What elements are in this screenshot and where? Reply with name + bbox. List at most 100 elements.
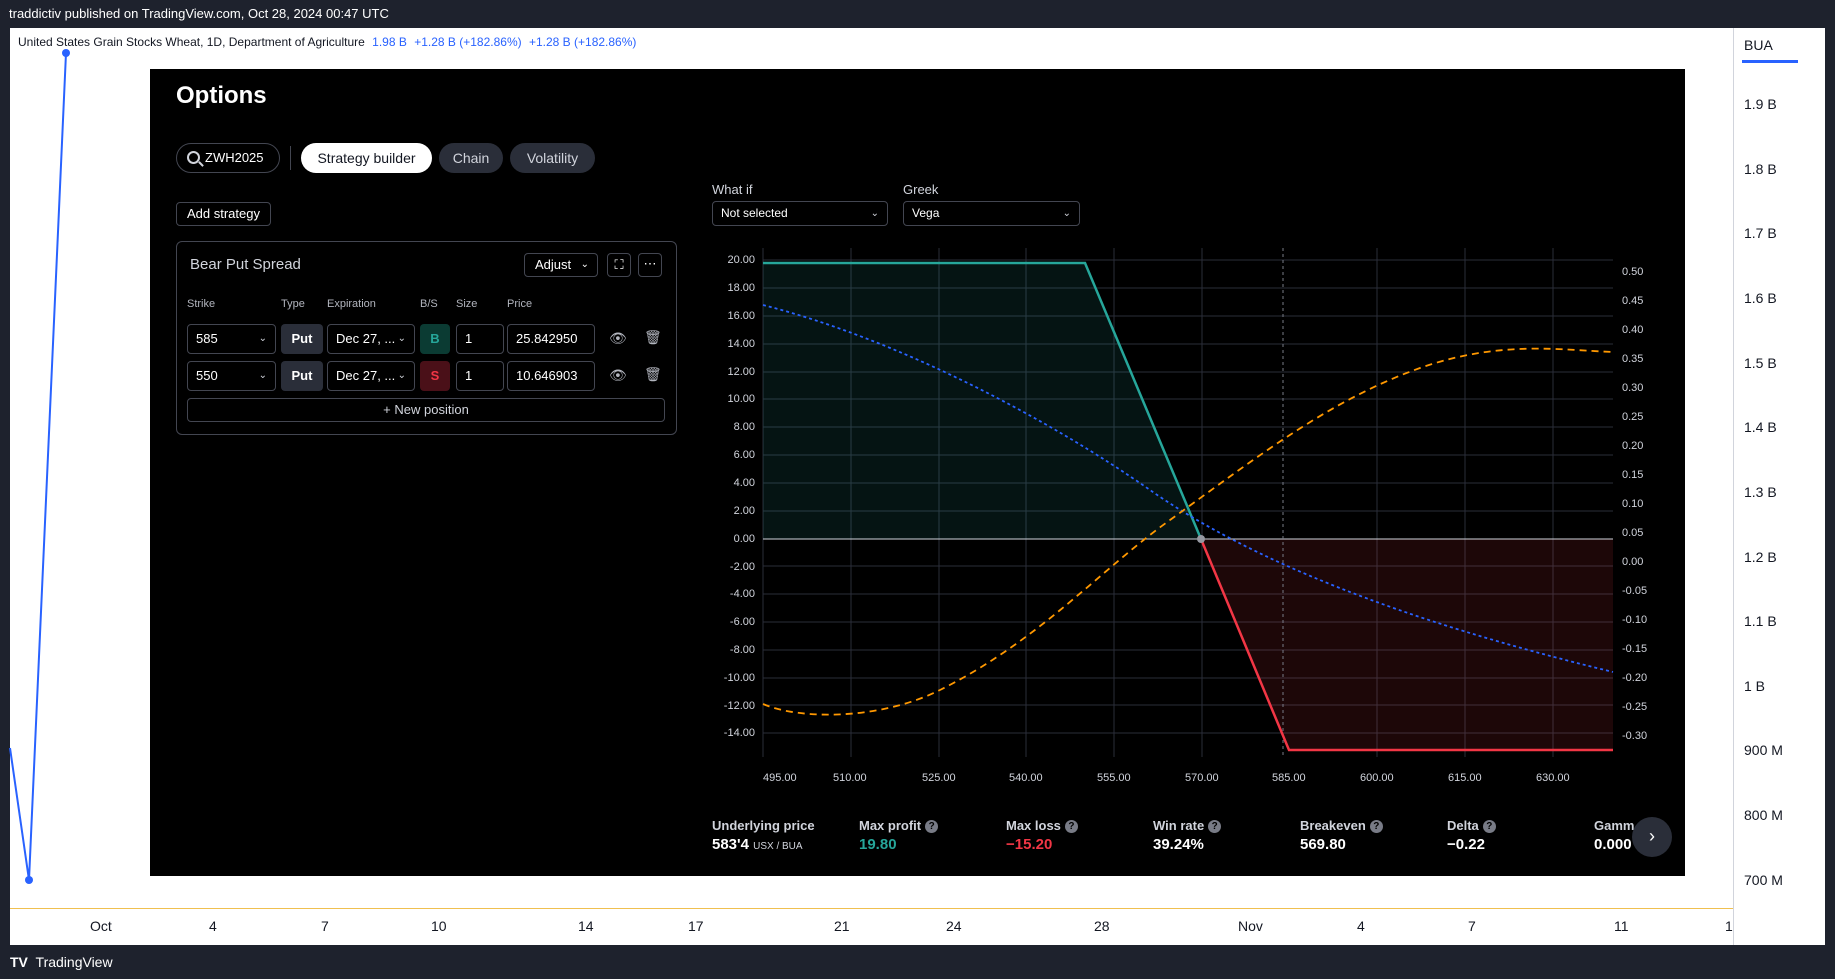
tab-strategy-builder[interactable]: Strategy builder [301,143,432,173]
legend-value-last: 1.98 B [372,35,407,49]
breakeven-marker [1197,535,1205,543]
new-position-label: New position [394,402,469,417]
stat-value-win-rate: 39.24% [1153,836,1204,853]
size-input[interactable]: 1 [456,361,504,391]
y-tick-right: 0.00 [1622,556,1644,568]
strategy-name: Bear Put Spread [190,256,301,273]
y-tick-right: 0.05 [1622,527,1644,539]
new-position-button[interactable]: + New position [187,398,665,422]
help-icon[interactable]: ? [1369,820,1383,833]
time-tick: 10 [431,918,447,934]
greek-value: Vega [912,206,940,220]
loss-area [1201,539,1613,750]
price-tick: 1 B [1744,678,1766,694]
x-tick: 510.00 [833,772,867,784]
y-tick: -14.00 [723,727,755,739]
time-tick: 7 [1468,918,1476,934]
y-tick: -6.00 [729,616,755,628]
greek-label: Greek [903,182,939,197]
underlying-price-value: 583'4 [712,836,749,853]
x-tick: 555.00 [1097,772,1131,784]
chevron-down-icon: ⌄ [870,208,879,219]
what-if-select[interactable]: Not selected ⌄ [712,201,888,226]
eye-icon[interactable]: 👁 [609,330,627,346]
strike-value: 550 [196,368,218,383]
y-tick-right: 0.40 [1622,324,1644,336]
published-header: traddictiv published on TradingView.com,… [0,0,1835,28]
column-header: B/S [420,298,438,310]
price-input[interactable]: 25.842950 [507,324,595,354]
symbol-search-value: ZWH2025 [205,150,264,165]
adjust-button[interactable]: Adjust ⌄ [524,253,598,277]
help-icon[interactable]: ? [1482,820,1496,833]
more-icon[interactable]: ⋯ [638,253,662,277]
expiration-value: Dec 27, ... [336,331,396,346]
expiration-select[interactable]: Dec 27, ... ⌄ [327,324,415,354]
strike-select[interactable]: 550 ⌄ [187,361,276,391]
x-tick: 615.00 [1448,772,1482,784]
expiration-select[interactable]: Dec 27, ... ⌄ [327,361,415,391]
help-icon[interactable]: ? [925,820,939,833]
help-icon[interactable]: ? [1064,820,1078,833]
stat-label-gamma: Gamma [1594,818,1635,833]
symbol-search[interactable]: ZWH2025 [176,143,280,173]
brand-name: TradingView [35,954,113,970]
x-tick: 525.00 [922,772,956,784]
footer-bar: TV TradingView [0,945,1835,979]
trash-icon[interactable]: 🗑 [644,329,662,345]
legend-value-change-2: +1.28 B (+182.86%) [528,35,637,49]
plus-icon: + [383,402,391,417]
expiration-value: Dec 27, ... [336,368,396,383]
price-tick: 1.1 B [1744,613,1777,629]
time-tick: 1 [1725,918,1733,934]
eye-icon[interactable]: 👁 [609,367,627,383]
fullscreen-icon[interactable]: ⛶ [607,253,631,277]
y-tick-right: 0.45 [1622,295,1644,307]
y-tick-right: 0.20 [1622,440,1644,452]
time-axis[interactable] [10,908,1733,945]
y-tick: -10.00 [723,672,755,684]
tab-volatility[interactable]: Volatility [510,143,595,173]
add-strategy-button[interactable]: Add strategy [176,202,271,226]
x-tick: 540.00 [1009,772,1043,784]
stat-value-max-loss: −15.20 [1006,836,1053,853]
tab-chain[interactable]: Chain [439,143,503,173]
sell-toggle[interactable]: S [420,361,450,391]
help-icon[interactable]: ? [1208,820,1222,833]
type-put-button[interactable]: Put [281,324,323,354]
chevron-right-icon[interactable]: › [1632,817,1672,857]
stat-label-win-rate: Win rate? [1153,818,1222,833]
y-tick-right: 0.10 [1622,498,1644,510]
adjust-label: Adjust [535,257,572,272]
y-tick: -4.00 [729,588,755,600]
y-tick-right: -0.05 [1622,585,1648,597]
column-header: Expiration [327,298,376,310]
payoff-profit-line [763,261,1203,540]
stat-label-max-profit: Max profit? [859,818,939,833]
page-title: Options [176,82,267,109]
payoff-loss-line [1199,538,1613,752]
x-tick: 495.00 [763,772,797,784]
size-input[interactable]: 1 [456,324,504,354]
y-tick-right: -0.20 [1622,672,1648,684]
price-input[interactable]: 10.646903 [507,361,595,391]
strike-select[interactable]: 585 ⌄ [187,324,276,354]
price-axis[interactable] [1733,28,1825,908]
y-tick: 8.00 [733,421,755,433]
axis-corner-divider [1733,908,1734,945]
trash-icon[interactable]: 🗑 [644,366,662,382]
price-tick: 1.3 B [1744,484,1777,500]
x-tick: 600.00 [1360,772,1394,784]
type-put-button[interactable]: Put [281,361,323,391]
chevron-down-icon: ⌄ [258,333,267,344]
toolbar-divider [290,146,291,170]
greek-select[interactable]: Vega ⌄ [903,201,1080,226]
stat-value-underlying: 583'4 USX / BUA [712,836,803,853]
win-rate-label: Win rate [1153,818,1205,833]
underlying-unit: USX / BUA [753,841,803,852]
y-tick-right: 0.30 [1622,382,1644,394]
chevron-down-icon: ⌄ [580,259,589,270]
buy-toggle[interactable]: B [420,324,450,354]
price-tick: 800 M [1744,807,1783,823]
